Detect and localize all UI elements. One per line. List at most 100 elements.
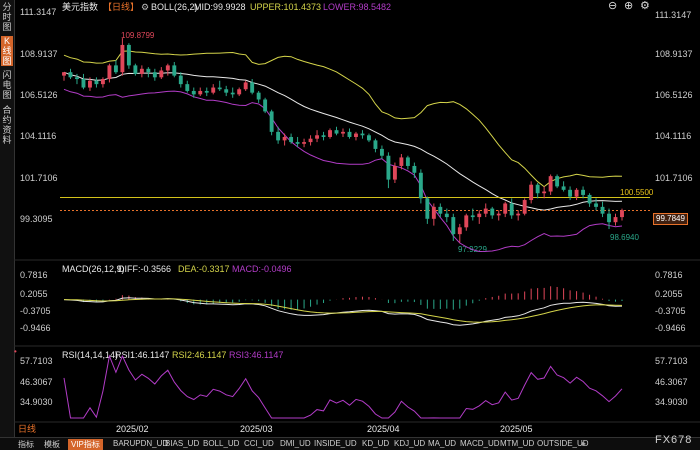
candle-body (379, 148, 384, 156)
candle-body (243, 82, 248, 90)
candle-body (399, 157, 404, 166)
sidebar-item-timeshare[interactable]: 分时图 (2, 2, 12, 32)
candle-body (490, 208, 495, 216)
macd-axis-left-2: -0.3705 (20, 306, 51, 316)
candle-body (561, 186, 566, 190)
candle-body (328, 130, 332, 137)
candle-body (224, 89, 229, 93)
candle-body (425, 198, 430, 219)
candle-body (392, 165, 397, 180)
candle-body (522, 200, 527, 214)
candle-body (146, 68, 151, 73)
sidebar-item-flash[interactable]: 闪电图 (2, 70, 12, 100)
boll-upper: UPPER:101.4373 (250, 2, 322, 12)
candle-body (496, 213, 501, 216)
date-label-3: 2025/05 (500, 424, 533, 434)
candle-body (418, 172, 423, 199)
candle-body (620, 210, 624, 218)
rsi-line (63, 354, 623, 419)
candle-body (217, 87, 222, 90)
candle-body (542, 191, 547, 194)
macd-value: MACD:-0.0496 (232, 264, 292, 274)
candle-body (405, 157, 410, 166)
candle-body (204, 90, 209, 93)
price-axis-right-2: 106.5126 (655, 90, 693, 100)
settings-small-icon[interactable]: ⚙ (141, 2, 150, 12)
tab-indicators[interactable]: 指标 (18, 440, 34, 449)
candle-body (360, 133, 365, 136)
tab-outside[interactable]: OUTSIDE_UD (537, 439, 589, 448)
sidebar-item-kline[interactable]: K线图 (1, 36, 13, 66)
macd-diff: DIFF:-0.3566 (118, 264, 172, 274)
candle-body (302, 142, 307, 144)
candle-body (100, 79, 105, 85)
high-marker: 109.8799 (121, 31, 155, 40)
candle-body (438, 206, 443, 214)
candle-body (470, 215, 475, 218)
boll-label: BOLL(26,2) (151, 2, 198, 12)
candle-body (276, 131, 281, 141)
macd-dea: DEA:-0.3317 (178, 264, 230, 274)
sidebar-item-contract[interactable]: 合约资料 (2, 105, 12, 145)
candle-body (568, 189, 573, 197)
rsi-axis-left-0: 57.7103 (20, 356, 53, 366)
candle-body (126, 44, 131, 66)
period-footer-label[interactable]: 日线 (18, 424, 37, 434)
tab-templates[interactable]: 模板 (44, 440, 60, 449)
rsi-label: RSI(14,14,14) (62, 350, 119, 360)
candle-body (367, 135, 371, 141)
candle-body (581, 189, 586, 195)
settings-icon[interactable]: ⚙ (640, 0, 650, 12)
minus-icon[interactable]: ⊖ (608, 0, 618, 12)
tab-kdj[interactable]: KDJ_UD (394, 439, 426, 448)
tab-boll[interactable]: BOLL_UD (203, 439, 240, 448)
tab-kd[interactable]: KD_UD (362, 439, 390, 448)
candle-body (191, 90, 196, 95)
candle-body (444, 213, 449, 218)
candle-body (334, 130, 339, 134)
rsi-axis-left-2: 34.9030 (20, 397, 53, 407)
macd-axis-right-1: 0.2055 (655, 289, 683, 299)
candle-body (295, 142, 300, 144)
candle-body (178, 75, 183, 85)
candle-body (133, 65, 138, 74)
tab-mtm[interactable]: MTM_UD (500, 439, 535, 448)
rsi3-value: RSI3:46.1147 (229, 350, 284, 360)
macd-axis-right-3: -0.9466 (655, 323, 686, 333)
chart-canvas[interactable] (0, 0, 700, 437)
candle-body (289, 136, 294, 143)
tab-barupdn[interactable]: BARUPDN_UD (113, 439, 169, 448)
boll-upper-line (63, 50, 623, 188)
tab-inside[interactable]: INSIDE_UD (314, 439, 357, 448)
candle-body (574, 189, 579, 197)
plus-icon[interactable]: ⊕ (624, 0, 634, 12)
tab-cci[interactable]: CCI_UD (244, 439, 274, 448)
price-axis-left-5: 99.3095 (20, 214, 53, 224)
price-axis-left-2: 106.5126 (20, 90, 58, 100)
candle-body (68, 72, 73, 78)
rsi-axis-right-1: 46.3067 (655, 377, 688, 387)
period-label[interactable]: 【日线】 (103, 2, 140, 12)
tab-dmi[interactable]: DMI_UD (280, 439, 311, 448)
candle-body (516, 213, 521, 216)
candle-body (535, 184, 540, 194)
candle-body (451, 217, 456, 235)
candle-body (457, 227, 462, 235)
price-axis-left-4: 101.7106 (20, 173, 58, 183)
date-label-0: 2025/02 (116, 424, 149, 434)
candle-body (250, 82, 255, 93)
tab-macd[interactable]: MACD_UD (460, 439, 500, 448)
hline-price-tag: 100.5500 (620, 188, 654, 197)
candle-body (185, 84, 190, 91)
tab-ma[interactable]: MA_UD (428, 439, 457, 448)
macd-axis-right-0: 0.7816 (655, 270, 683, 280)
candle-body (321, 135, 326, 137)
last-low-marker: 98.6940 (610, 233, 639, 242)
tab-vip-indicators[interactable]: VIP指标 (68, 439, 103, 450)
scroll-right-icon[interactable]: ▸ (582, 439, 587, 448)
tab-bias[interactable]: BIAS_UD (165, 439, 200, 448)
candle-body (198, 90, 203, 95)
candle-body (263, 99, 268, 112)
candle-body (75, 77, 79, 80)
